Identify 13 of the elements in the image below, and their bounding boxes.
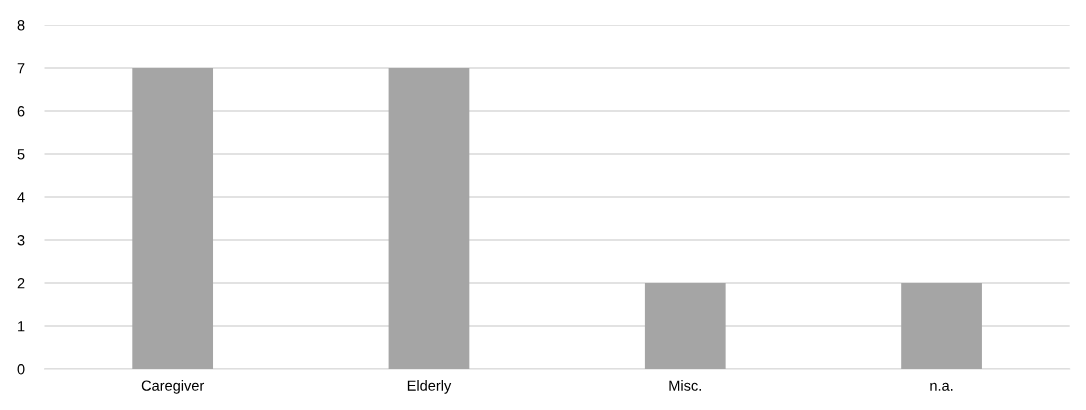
y-tick-label: 5 [17,149,25,160]
y-tick-label: 6 [17,106,25,117]
x-tick-label: Elderly [407,380,452,394]
x-tick-label: Caregiver [141,380,205,394]
y-tick-label: 0 [17,364,25,375]
y-tick-label: 2 [17,278,25,289]
y-tick-label: 7 [17,63,25,74]
y-tick-label: 3 [17,235,25,246]
x-tick-label: n.a. [930,382,953,391]
y-tick-label: 4 [17,192,25,203]
x-tick-label: Misc. [669,380,701,391]
y-tick-label: 8 [17,20,25,31]
y-tick-label: 1 [18,321,25,332]
